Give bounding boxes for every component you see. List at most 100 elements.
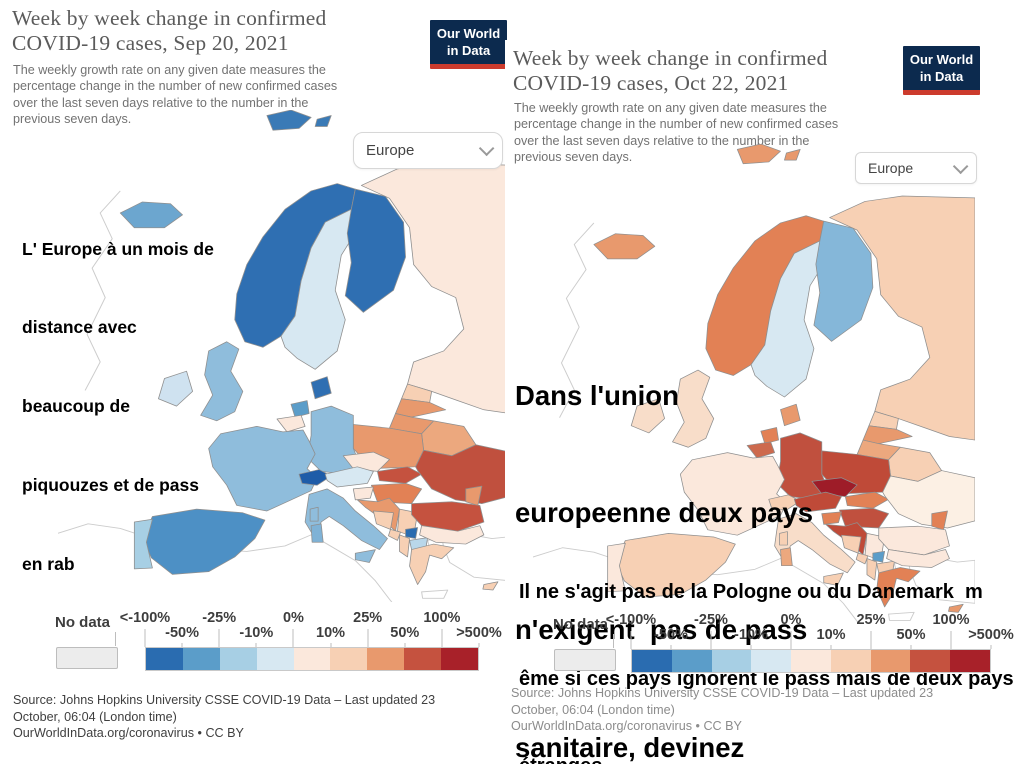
country-france[interactable] xyxy=(208,425,318,512)
legend-label: 100% xyxy=(932,612,970,628)
legend-tick xyxy=(292,629,294,647)
region-dropdown-value: Europe xyxy=(868,160,914,176)
country-latvia[interactable] xyxy=(862,425,913,445)
country-sicily[interactable] xyxy=(354,549,376,563)
country-corsica[interactable] xyxy=(779,531,788,546)
country-bulgaria[interactable] xyxy=(419,525,485,545)
country-slovakia[interactable] xyxy=(844,491,889,509)
country-ireland[interactable] xyxy=(630,398,666,434)
color-legend: No data <-100% -50% -25% -10% 0% 10% 25%… xyxy=(55,610,502,672)
country-greece[interactable] xyxy=(876,567,921,608)
page-title: Week by week change in confirmed COVID-1… xyxy=(12,6,327,57)
country-ukraine[interactable] xyxy=(882,470,975,529)
country-sweden[interactable] xyxy=(280,208,358,370)
country-greece[interactable] xyxy=(409,543,455,585)
legend-tick xyxy=(630,631,632,649)
country-slovenia[interactable] xyxy=(821,511,842,525)
country-united-kingdom[interactable] xyxy=(200,341,244,422)
legend-swatch xyxy=(671,650,712,672)
country-cyprus[interactable] xyxy=(482,581,499,591)
country-corsica[interactable] xyxy=(309,506,319,522)
country-svalbard-isle[interactable] xyxy=(314,115,332,127)
country-montenegro[interactable] xyxy=(388,528,401,541)
country-slovenia[interactable] xyxy=(352,486,374,501)
country-austria[interactable] xyxy=(793,491,842,513)
region-dropdown[interactable]: Europe xyxy=(353,132,503,169)
legend-tick xyxy=(910,645,912,649)
legend-tick xyxy=(990,645,992,649)
legend-label: -10% xyxy=(239,625,274,641)
legend-swatch xyxy=(330,648,368,670)
legend-label: <-100% xyxy=(605,612,657,628)
country-bulgaria[interactable] xyxy=(886,549,950,568)
country-finland[interactable] xyxy=(813,220,874,342)
source-note: Source: Johns Hopkins University CSSE CO… xyxy=(13,692,435,742)
country-albania[interactable] xyxy=(866,558,878,581)
country-kosovo[interactable] xyxy=(872,550,886,563)
country-italy[interactable] xyxy=(304,488,388,550)
country-latvia[interactable] xyxy=(395,398,447,418)
country-iceland[interactable] xyxy=(593,233,656,260)
annotation-line: piquouzes et de pass xyxy=(22,474,199,495)
country-portugal[interactable] xyxy=(133,518,153,570)
country-netherlands[interactable] xyxy=(760,427,779,445)
country-czechia[interactable] xyxy=(811,477,858,497)
source-note: Source: Johns Hopkins University CSSE CO… xyxy=(511,685,933,735)
country-svalbard[interactable] xyxy=(736,144,781,165)
country-ukraine[interactable] xyxy=(415,444,510,504)
source-line: October, 06:04 (London time) xyxy=(511,702,675,717)
country-kosovo[interactable] xyxy=(405,527,418,539)
country-ireland[interactable] xyxy=(158,370,193,407)
country-montenegro[interactable] xyxy=(855,552,869,565)
country-svalbard[interactable] xyxy=(266,110,312,131)
legend-label: 10% xyxy=(816,627,846,643)
country-italy[interactable] xyxy=(774,513,856,574)
chart-subtitle: The weekly growth rate on any given date… xyxy=(13,63,338,127)
africa-coastline xyxy=(533,547,860,624)
country-czechia[interactable] xyxy=(342,451,390,472)
country-romania[interactable] xyxy=(878,525,950,556)
country-russia[interactable] xyxy=(829,195,975,441)
country-switzerland[interactable] xyxy=(768,494,801,511)
country-denmark[interactable] xyxy=(780,403,801,427)
country-svalbard-isle[interactable] xyxy=(784,149,801,161)
country-finland[interactable] xyxy=(344,188,406,313)
region-dropdown[interactable]: Europe xyxy=(855,152,977,184)
no-data-swatch xyxy=(554,649,616,671)
source-line: October, 06:04 (London time) xyxy=(13,709,177,724)
country-albania[interactable] xyxy=(399,534,410,558)
legend-swatch xyxy=(751,650,792,672)
country-sweden[interactable] xyxy=(750,240,827,398)
country-romania[interactable] xyxy=(411,501,485,532)
logo-line2: in Data xyxy=(446,42,491,58)
country-hungary[interactable] xyxy=(839,507,889,529)
legend-swatch xyxy=(950,650,991,672)
country-denmark[interactable] xyxy=(310,376,332,400)
owid-panel-sep20: Week by week change in confirmed COVID-1… xyxy=(0,0,510,764)
country-switzerland[interactable] xyxy=(298,469,332,486)
country-cyprus[interactable] xyxy=(948,603,964,613)
legend-swatch xyxy=(791,650,831,672)
legend-tick xyxy=(750,645,752,649)
country-bosnia[interactable] xyxy=(372,510,394,530)
country-iceland[interactable] xyxy=(119,201,183,229)
country-belgium[interactable] xyxy=(276,414,306,433)
legend-tick xyxy=(710,631,712,649)
legend-tick xyxy=(330,643,332,647)
country-crete xyxy=(888,611,915,621)
legend-label: 10% xyxy=(316,625,346,641)
owid-logo: Our World in Data xyxy=(430,20,507,69)
country-netherlands[interactable] xyxy=(290,400,310,418)
country-slovakia[interactable] xyxy=(377,466,423,484)
country-sardinia[interactable] xyxy=(780,547,793,567)
country-portugal[interactable] xyxy=(607,542,626,593)
annotation-left: L' Europe à un mois de distance avec bea… xyxy=(22,183,214,629)
annotation-line: n'exigent pas de pass xyxy=(515,614,808,646)
country-austria[interactable] xyxy=(324,466,374,488)
country-sardinia[interactable] xyxy=(310,523,324,543)
country-belgium[interactable] xyxy=(746,441,776,459)
logo-line1: Our World xyxy=(909,52,974,67)
country-united-kingdom[interactable] xyxy=(672,369,715,448)
country-sicily[interactable] xyxy=(823,572,844,586)
country-hungary[interactable] xyxy=(370,483,423,504)
